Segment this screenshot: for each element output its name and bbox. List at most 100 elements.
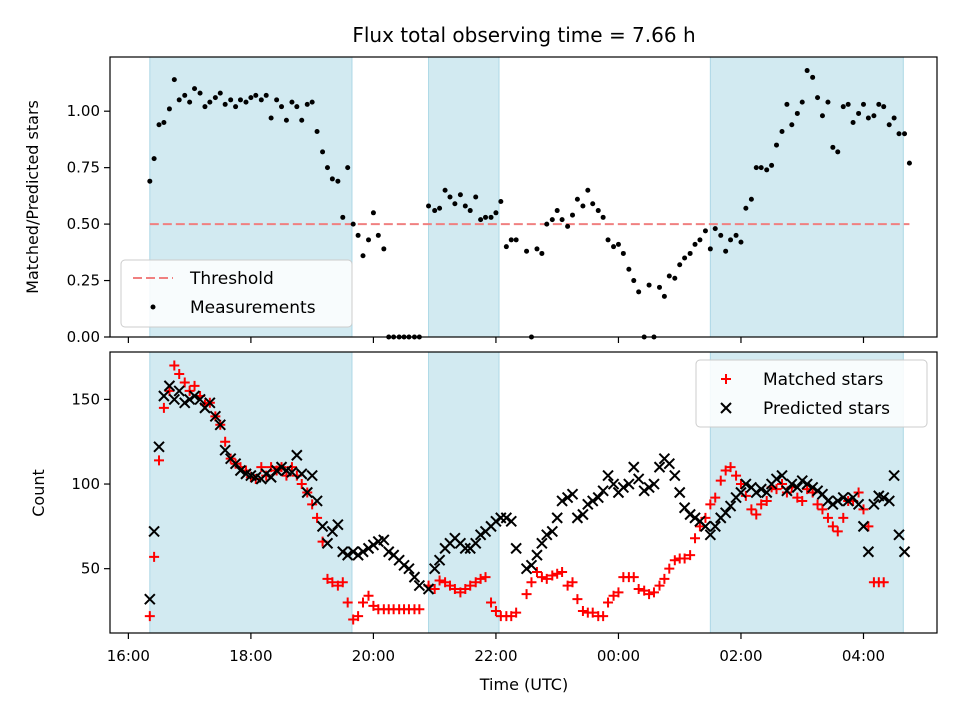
- predicted-star-point: [173, 385, 185, 397]
- measurement-point: [524, 248, 530, 254]
- predicted-star-point: [525, 559, 538, 571]
- measurement-point: [243, 99, 249, 105]
- measurement-point: [544, 221, 550, 227]
- matched-star-point: [449, 583, 460, 594]
- predicted-star-point: [546, 525, 558, 538]
- matched-star-point: [353, 611, 364, 622]
- measurement-point: [212, 95, 218, 101]
- predicted-star-point: [781, 485, 793, 497]
- measurement-point: [656, 284, 662, 290]
- matched-star-point: [679, 553, 690, 564]
- matched-star-point: [149, 551, 160, 562]
- measurement-point: [171, 77, 177, 83]
- predicted-star-point: [597, 485, 609, 497]
- measurement-point: [151, 156, 157, 162]
- predicted-star-point: [786, 478, 798, 490]
- matched-star-point: [761, 495, 772, 506]
- matched-star-point: [363, 590, 374, 601]
- predicted-star-point: [306, 469, 318, 482]
- predicted-star-point: [378, 534, 390, 546]
- predicted-star-point: [893, 529, 905, 541]
- measurement-point: [876, 101, 882, 107]
- matched-star-point: [628, 572, 639, 583]
- matched-star-point: [536, 572, 547, 583]
- matched-star-point: [832, 526, 843, 537]
- measurement-point: [615, 241, 621, 247]
- matched-star-point: [144, 611, 155, 622]
- predicted-star-point: [433, 554, 446, 566]
- measurement-point: [743, 205, 749, 211]
- measurement-point: [147, 178, 153, 184]
- measurement-point: [605, 237, 611, 243]
- measurement-point: [856, 110, 862, 116]
- measurement-point: [891, 115, 897, 121]
- matched-star-point: [169, 360, 180, 371]
- measurement-point: [274, 97, 280, 103]
- predicted-star-point: [301, 486, 313, 499]
- measurement-point: [176, 97, 182, 103]
- matched-star-point: [878, 577, 889, 588]
- predicted-star-point: [510, 542, 522, 555]
- measurement-point: [166, 106, 172, 112]
- measurement-point: [687, 250, 693, 256]
- predicted-star-point: [144, 593, 156, 605]
- matched-star-point: [731, 470, 742, 481]
- measurement-point: [682, 255, 688, 261]
- predicted-star-point: [643, 481, 655, 494]
- matched-star-point: [853, 487, 864, 498]
- predicted-star-point: [571, 512, 584, 524]
- predicted-star-point: [291, 449, 303, 461]
- measurement-point: [794, 110, 800, 116]
- predicted-star-point: [740, 478, 752, 490]
- measurement-point: [707, 246, 713, 252]
- measurement-point: [896, 131, 902, 137]
- matched-star-point: [572, 594, 583, 605]
- predicted-star-point: [822, 495, 834, 507]
- measurement-point: [340, 214, 346, 220]
- bottom-y-tick-label: 50: [81, 560, 100, 578]
- measurement-point: [620, 250, 626, 256]
- measurement-point: [646, 282, 652, 288]
- measurement-point: [314, 129, 320, 135]
- predicted-star-point: [531, 549, 543, 561]
- matched-star-point: [705, 499, 716, 510]
- matched-star-point: [644, 589, 655, 600]
- measurement-point: [825, 99, 831, 105]
- measurement-point: [289, 99, 295, 105]
- predicted-star-point: [842, 495, 854, 507]
- measurement-point: [534, 246, 540, 252]
- measurement-point: [253, 92, 259, 98]
- predicted-star-point: [724, 500, 737, 512]
- predicted-star-point: [275, 461, 288, 473]
- measurement-point: [860, 101, 866, 107]
- predicted-star-point: [592, 491, 604, 504]
- predicted-star-point: [755, 483, 767, 495]
- predicted-star-point: [234, 464, 247, 477]
- x-tick-label: 16:00: [107, 647, 150, 665]
- predicted-star-point: [153, 441, 165, 453]
- predicted-star-point: [362, 542, 375, 555]
- top-legend-box: [120, 259, 353, 328]
- measurement-point: [672, 275, 678, 281]
- measurement-point: [248, 95, 254, 101]
- measurement-point: [442, 187, 448, 193]
- measurement-point: [677, 262, 683, 268]
- predicted-star-point: [260, 468, 272, 480]
- measurement-point: [473, 194, 479, 200]
- measurement-point: [228, 97, 234, 103]
- predicted-star-point: [403, 562, 415, 575]
- measurement-point: [723, 248, 729, 254]
- matched-stars-points: [145, 361, 889, 625]
- measurement-point: [626, 266, 632, 272]
- predicted-star-point: [470, 537, 482, 549]
- measurement-point: [815, 95, 821, 101]
- predicted-star-point: [811, 485, 824, 497]
- top-y-tick-label: 1.00: [67, 102, 100, 120]
- predicted-star-point: [689, 512, 701, 524]
- matched-star-point: [648, 587, 659, 598]
- matched-star-point: [465, 580, 476, 591]
- predicted-star-point: [877, 491, 890, 504]
- matched-star-point: [511, 607, 522, 618]
- bottom-shaded-interval-0: [149, 351, 353, 634]
- predicted-star-point: [852, 498, 865, 511]
